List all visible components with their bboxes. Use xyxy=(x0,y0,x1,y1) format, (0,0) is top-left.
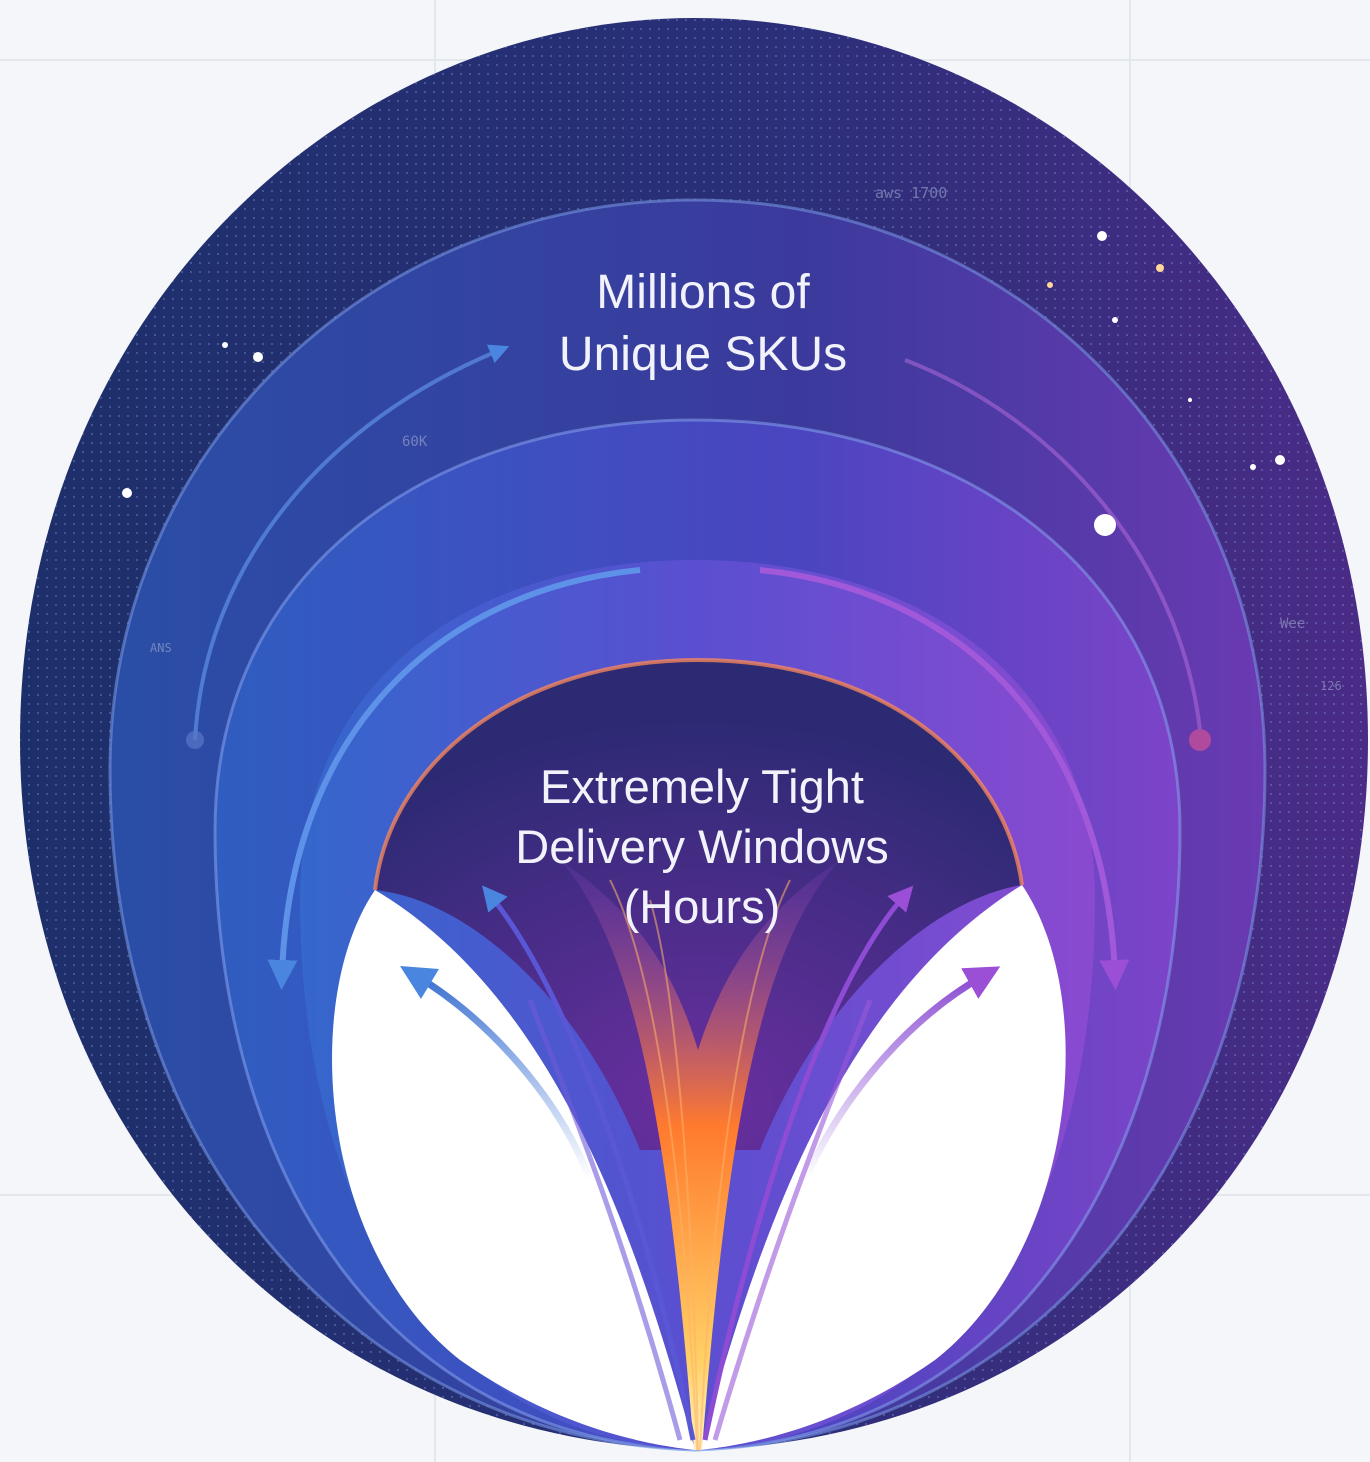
arrow-end-dot-right xyxy=(1189,729,1211,751)
faint-label-left: 60K xyxy=(402,434,428,450)
outer-right-arrow xyxy=(904,358,1202,731)
inner-label-line2: Delivery Windows xyxy=(515,820,888,873)
left-descending-arrow xyxy=(267,567,641,990)
inner-label-line1: Extremely Tight xyxy=(540,760,864,813)
inner-label-line3: (Hours) xyxy=(624,880,781,933)
arrow-origin-dot-left xyxy=(186,731,204,749)
faint-label-right: Wee xyxy=(1280,616,1305,632)
outer-left-arrow xyxy=(193,344,510,741)
faint-label-top: aws 1700 xyxy=(875,184,947,202)
outer-label-line1: Millions of xyxy=(596,266,810,319)
inner-streams xyxy=(482,885,914,1441)
funnel-streaks xyxy=(609,879,791,1451)
left-rising-arrow xyxy=(399,965,594,1182)
central-funnel xyxy=(560,860,840,1450)
core-dome-rim xyxy=(373,657,1024,891)
faint-label-far-left: ANS xyxy=(150,641,172,655)
outer-label: Millions of Unique SKUs xyxy=(559,266,847,381)
right-rising-arrow xyxy=(801,966,1001,1182)
ring-3-edge xyxy=(213,418,1182,1452)
inner-label: Extremely Tight Delivery Windows (Hours) xyxy=(515,760,888,933)
ring-2-edge xyxy=(108,198,1267,1452)
sparkles xyxy=(122,231,1285,536)
left-white-lobe xyxy=(332,890,695,1450)
outer-label-line2: Unique SKUs xyxy=(559,328,847,381)
right-white-lobe xyxy=(700,885,1066,1450)
right-descending-arrow xyxy=(759,567,1130,990)
core-dome xyxy=(375,660,1022,1150)
faint-label-far-right: 126 xyxy=(1320,679,1342,693)
